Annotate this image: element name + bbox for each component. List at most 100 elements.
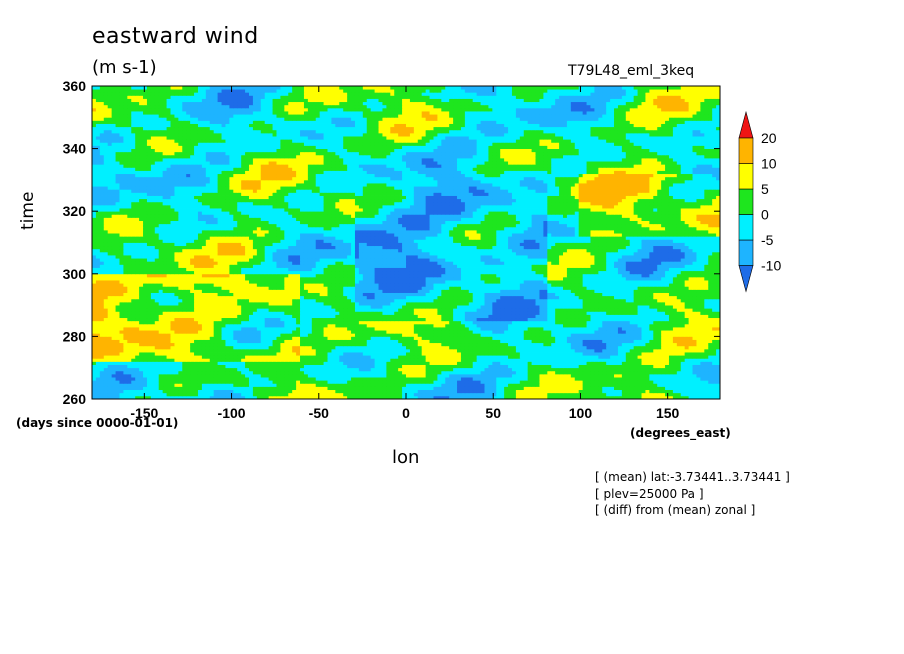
heatmap-cell (426, 314, 430, 318)
heatmap-cell (712, 383, 716, 387)
heatmap-cell (575, 349, 579, 353)
heatmap-cell (284, 318, 288, 322)
heatmap-cell (559, 386, 563, 390)
heatmap-cell (492, 302, 496, 306)
heatmap-cell (375, 365, 379, 369)
heatmap-cell (284, 352, 288, 356)
heatmap-cell (626, 355, 630, 359)
heatmap-cell (233, 368, 237, 372)
heatmap-cell (465, 386, 469, 390)
heatmap-cell (355, 343, 359, 347)
heatmap-cell (453, 321, 457, 325)
heatmap-cell (151, 318, 155, 322)
heatmap-cell (681, 305, 685, 309)
heatmap-cell (559, 321, 563, 325)
heatmap-cell (312, 365, 316, 369)
heatmap-cell (159, 374, 163, 378)
heatmap-cell (461, 374, 465, 378)
heatmap-cell (280, 314, 284, 318)
heatmap-cell (163, 383, 167, 387)
heatmap-cell (712, 327, 716, 331)
heatmap-cell (386, 358, 390, 362)
heatmap-cell (418, 308, 422, 312)
heatmap-cell (512, 330, 516, 334)
heatmap-cell (379, 365, 383, 369)
heatmap-cell (579, 314, 583, 318)
heatmap-cell (638, 318, 642, 322)
heatmap-cell (481, 308, 485, 312)
heatmap-cell (433, 321, 437, 325)
heatmap-cell (532, 321, 536, 325)
heatmap-cell (241, 361, 245, 365)
heatmap-cell (359, 346, 363, 350)
heatmap-cell (174, 380, 178, 384)
heatmap-cell (492, 321, 496, 325)
heatmap-cell (571, 355, 575, 359)
heatmap-cell (147, 371, 151, 375)
heatmap-cell (677, 365, 681, 369)
heatmap-cell (108, 302, 112, 306)
heatmap-cell (512, 374, 516, 378)
heatmap-cell (108, 393, 112, 397)
heatmap-cell (638, 358, 642, 362)
heatmap-cell (108, 327, 112, 331)
heatmap-cell (673, 390, 677, 394)
heatmap-cell (422, 327, 426, 331)
heatmap-cell (394, 371, 398, 375)
heatmap-cell (151, 349, 155, 353)
heatmap-cell (528, 383, 532, 387)
heatmap-cell (704, 305, 708, 309)
heatmap-cell (689, 368, 693, 372)
heatmap-cell (218, 302, 222, 306)
heatmap-cell (555, 358, 559, 362)
heatmap-cell (167, 299, 171, 303)
heatmap-cell (575, 321, 579, 325)
heatmap-cell (536, 343, 540, 347)
heatmap-cell (119, 377, 123, 381)
heatmap-cell (445, 308, 449, 312)
heatmap-cell (598, 302, 602, 306)
heatmap-cell (626, 302, 630, 306)
heatmap-cell (598, 330, 602, 334)
heatmap-cell (288, 336, 292, 340)
heatmap-cell (390, 346, 394, 350)
heatmap-cell (547, 393, 551, 397)
heatmap-cell (253, 377, 257, 381)
heatmap-cell (394, 305, 398, 309)
heatmap-cell (104, 352, 108, 356)
heatmap-cell (575, 386, 579, 390)
heatmap-cell (284, 361, 288, 365)
heatmap-cell (677, 308, 681, 312)
heatmap-cell (288, 340, 292, 344)
heatmap-cell (426, 365, 430, 369)
heatmap-cell (143, 393, 147, 397)
heatmap-cell (398, 371, 402, 375)
heatmap-cell (182, 343, 186, 347)
heatmap-cell (284, 324, 288, 328)
heatmap-cell (469, 393, 473, 397)
heatmap-cell (108, 349, 112, 353)
heatmap-cell (355, 374, 359, 378)
heatmap-cell (127, 349, 131, 353)
heatmap-cell (567, 349, 571, 353)
heatmap-cell (689, 302, 693, 306)
heatmap-cell (571, 386, 575, 390)
heatmap-cell (324, 371, 328, 375)
heatmap-cell (634, 358, 638, 362)
heatmap-cell (316, 336, 320, 340)
heatmap-cell (704, 390, 708, 394)
heatmap-cell (390, 383, 394, 387)
heatmap-cell (174, 308, 178, 312)
heatmap-cell (418, 377, 422, 381)
heatmap-cell (328, 308, 332, 312)
heatmap-cell (528, 311, 532, 315)
heatmap-cell (359, 327, 363, 331)
heatmap-cell (661, 340, 665, 344)
heatmap-cell (355, 324, 359, 328)
heatmap-cell (622, 330, 626, 334)
heatmap-cell (241, 314, 245, 318)
heatmap-cell (500, 365, 504, 369)
heatmap-cell (237, 324, 241, 328)
heatmap-cell (363, 349, 367, 353)
heatmap-cell (292, 355, 296, 359)
